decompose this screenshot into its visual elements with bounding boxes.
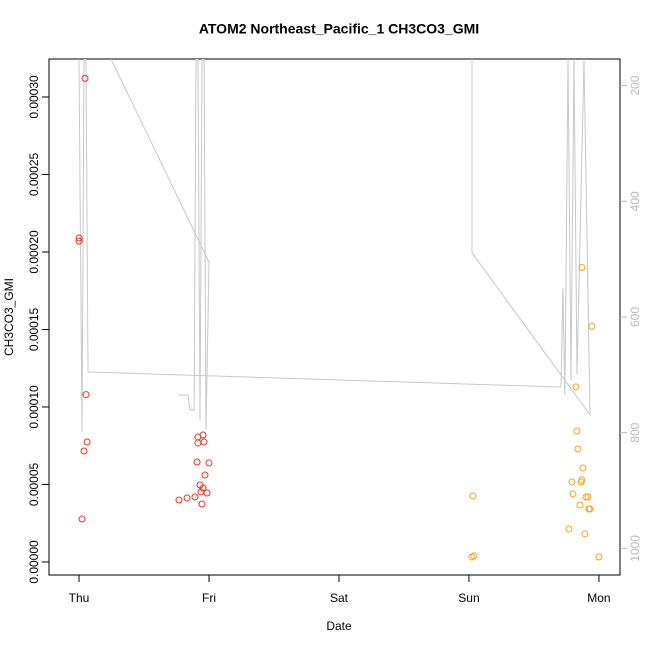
y2-tick-label: 1000 (628, 535, 642, 562)
data-point (198, 500, 206, 508)
data-point (574, 445, 582, 453)
data-point (199, 431, 207, 439)
data-point (576, 501, 584, 509)
x-tick-label: Fri (202, 591, 216, 605)
y-axis-label: CH3CO3_GMI (2, 278, 16, 356)
y-tick-label: 0.00025 (27, 152, 41, 196)
data-point (82, 391, 90, 399)
data-point (205, 459, 213, 467)
data-point (584, 493, 592, 501)
data-point (565, 525, 573, 533)
data-point (193, 458, 201, 466)
data-point (577, 478, 585, 486)
x-tick-label: Thu (69, 591, 90, 605)
data-point (81, 74, 89, 82)
y-tick-label: 0.00005 (27, 462, 41, 506)
data-point (470, 552, 478, 560)
data-point (582, 493, 590, 501)
y2-tick-label: 400 (628, 191, 642, 211)
data-point (200, 438, 208, 446)
data-point (194, 439, 202, 447)
x-tick-label: Sun (458, 591, 479, 605)
y2-tick-label: 600 (628, 307, 642, 327)
data-point (199, 484, 207, 492)
y-tick-label: 0.00015 (27, 307, 41, 351)
y2-tick-label: 200 (628, 75, 642, 95)
data-point (191, 493, 199, 501)
data-point (183, 494, 191, 502)
data-point (469, 492, 477, 500)
y-tick-label: 0.00010 (27, 385, 41, 429)
chart-title: ATOM2 Northeast_Pacific_1 CH3CO3_GMI (199, 21, 479, 37)
data-point (588, 322, 596, 330)
x-tick-label: Mon (587, 591, 610, 605)
data-point (586, 505, 594, 513)
data-point (578, 263, 586, 271)
data-point (78, 515, 86, 523)
data-point (572, 383, 580, 391)
data-point (75, 237, 83, 245)
data-point (201, 471, 209, 479)
x-axis-label: Date (326, 619, 352, 633)
data-point (203, 489, 211, 497)
data-point (75, 234, 83, 242)
plot-area (75, 59, 603, 561)
data-point (568, 478, 576, 486)
plot-frame (48, 58, 621, 576)
data-point (573, 427, 581, 435)
data-point (581, 530, 589, 538)
data-point (83, 438, 91, 446)
x-tick-label: Sat (330, 591, 349, 605)
data-point (579, 464, 587, 472)
data-point (595, 553, 603, 561)
y-tick-label: 0.00000 (27, 540, 41, 584)
data-point (175, 496, 183, 504)
data-point (569, 490, 577, 498)
data-point (80, 447, 88, 455)
profile-line (78, 59, 591, 433)
y-tick-label: 0.00030 (27, 75, 41, 119)
y-tick-label: 0.00020 (27, 230, 41, 274)
y2-tick-label: 800 (628, 422, 642, 442)
